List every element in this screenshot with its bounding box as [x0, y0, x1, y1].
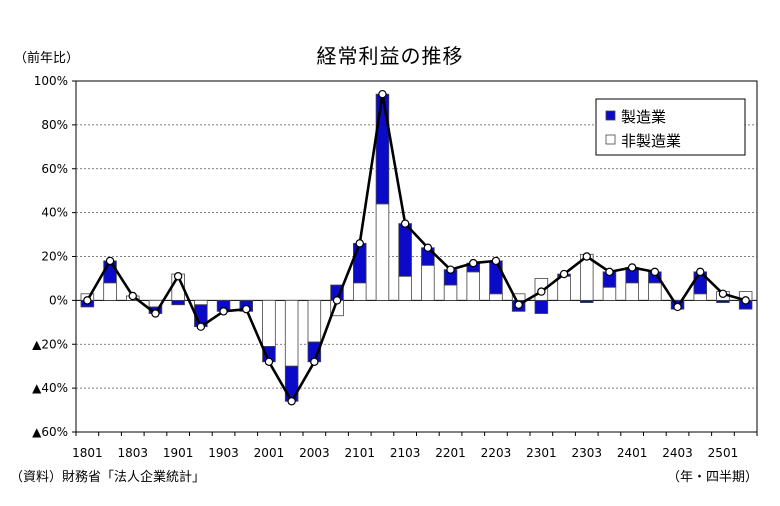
bar-manufacturing: [352, 242, 367, 284]
bar-manufacturing: [375, 93, 390, 205]
legend-label-manufacturing: 製造業: [621, 108, 666, 126]
y-tick-label: 60%: [41, 162, 68, 176]
x-tick-label: 1803: [117, 446, 148, 460]
x-tick-label: 2501: [708, 446, 739, 460]
bar-manufacturing: [171, 299, 185, 306]
x-tick-label: 1903: [208, 446, 239, 460]
point-total: [219, 307, 228, 316]
x-tick-label: 2403: [662, 446, 693, 460]
legend-box: [595, 98, 746, 156]
point-total: [400, 219, 410, 228]
point-total: [173, 272, 183, 281]
point-total: [196, 322, 206, 331]
bar-non-manufacturing: [352, 282, 367, 301]
bar-non-manufacturing: [625, 282, 639, 301]
y-axis-unit-label: （前年比）: [14, 51, 80, 66]
bar-manufacturing: [579, 299, 594, 303]
x-tick-label: 2301: [526, 446, 557, 460]
bar-non-manufacturing: [375, 203, 390, 301]
bar-non-manufacturing: [648, 282, 662, 301]
point-total: [287, 397, 296, 406]
y-tick-label: 0%: [49, 293, 68, 307]
point-total: [378, 89, 387, 99]
x-tick-label: 2103: [390, 446, 421, 460]
bar-manufacturing: [716, 299, 730, 303]
bar-manufacturing: [534, 299, 549, 314]
point-total: [627, 263, 637, 272]
bar-non-manufacturing: [602, 286, 617, 301]
y-tick-label: 80%: [41, 118, 68, 132]
bar-non-manufacturing: [103, 282, 117, 301]
bar-manufacturing: [398, 223, 412, 277]
y-tick-label: 100%: [34, 74, 68, 88]
point-total: [105, 256, 115, 266]
bar-non-manufacturing: [466, 271, 481, 301]
point-total: [446, 265, 455, 274]
point-total: [605, 267, 614, 277]
x-tick-label: 2201: [435, 446, 466, 460]
point-total: [242, 304, 251, 314]
point-total: [310, 357, 319, 366]
x-tick-label: 2303: [571, 446, 602, 460]
x-tick-label: 2203: [481, 446, 512, 460]
bar-non-manufacturing: [489, 293, 503, 301]
bar-non-manufacturing: [194, 299, 208, 306]
bar-non-manufacturing: [421, 264, 435, 301]
point-total: [537, 287, 546, 296]
source-note: （資料）財務省「法人企業統計」: [10, 470, 206, 485]
point-total: [83, 296, 92, 305]
point-total: [491, 256, 501, 266]
bar-non-manufacturing: [284, 299, 299, 367]
bar-non-manufacturing: [693, 293, 708, 301]
bar-non-manufacturing: [443, 284, 458, 301]
point-total: [514, 300, 523, 309]
y-tick-label: ▲60%: [32, 425, 68, 439]
x-tick-label: 2401: [617, 446, 648, 460]
bar-non-manufacturing: [307, 299, 322, 343]
point-total: [673, 302, 682, 312]
point-total: [332, 296, 342, 305]
point-total: [559, 269, 569, 279]
x-axis-unit-label: （年・四半期）: [666, 470, 758, 485]
x-tick-label: 2003: [299, 446, 330, 460]
y-tick-label: 20%: [41, 250, 68, 264]
chart-title: 経常利益の推移: [316, 44, 464, 68]
bar-non-manufacturing: [262, 299, 276, 347]
point-total: [741, 296, 750, 305]
y-tick-label: 40%: [41, 206, 68, 220]
point-total: [718, 289, 728, 298]
y-tick-label: ▲40%: [32, 381, 68, 395]
point-total: [355, 239, 364, 248]
bar-non-manufacturing: [557, 275, 571, 301]
bar-non-manufacturing: [398, 275, 412, 301]
legend-label-non-manufacturing: 非製造業: [621, 132, 681, 150]
legend-swatch-non-manufacturing: [605, 134, 616, 145]
point-total: [696, 267, 705, 277]
x-tick-label: 1901: [163, 446, 194, 460]
x-tick-label: 2101: [344, 446, 375, 460]
point-total: [264, 357, 274, 366]
point-total: [423, 243, 433, 252]
point-total: [650, 267, 660, 277]
bar-manufacturing: [489, 260, 503, 295]
point-total: [128, 291, 137, 301]
point-total: [151, 309, 160, 318]
y-tick-label: ▲20%: [32, 337, 68, 351]
legend-swatch-manufacturing: [605, 110, 616, 121]
point-total: [469, 258, 478, 268]
x-tick-label: 1801: [72, 446, 103, 460]
x-tick-label: 2001: [254, 446, 285, 460]
point-total: [582, 252, 591, 261]
